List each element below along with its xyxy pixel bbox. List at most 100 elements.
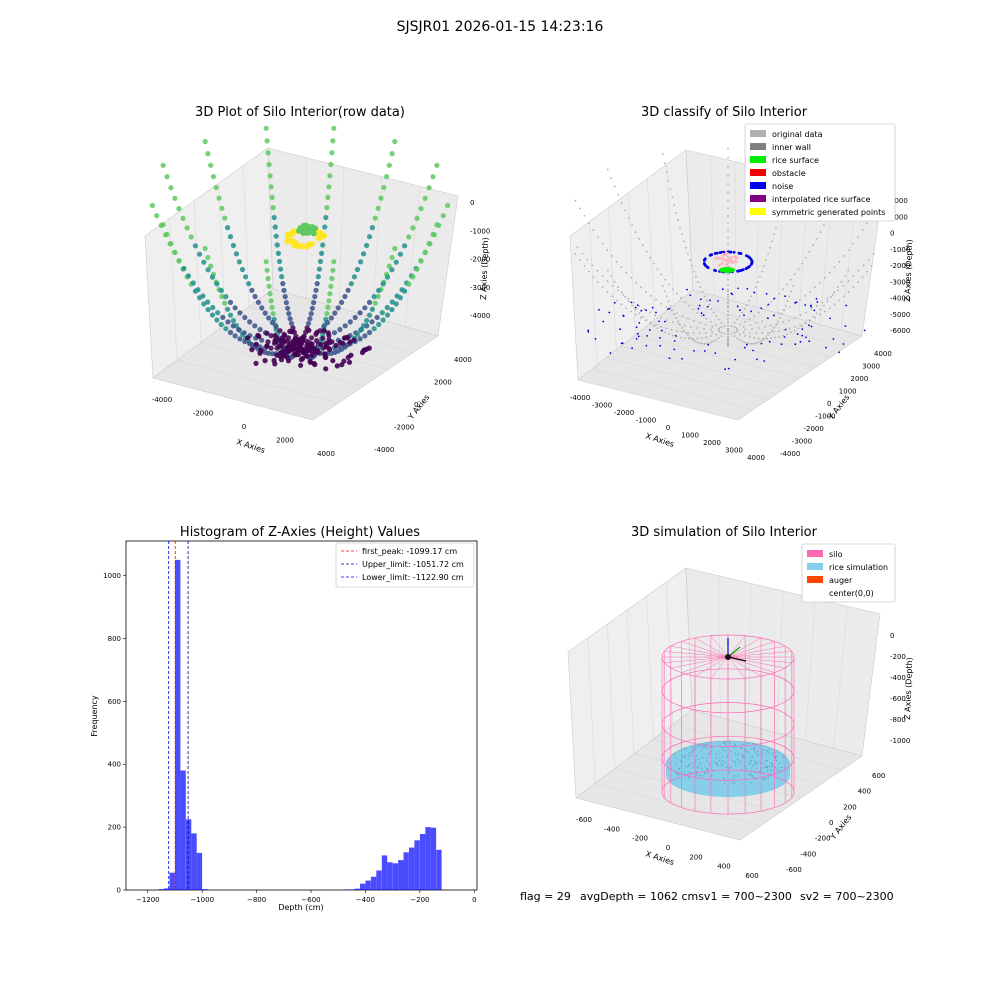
tick-label: 3000 [725, 447, 743, 455]
tick-label: 400 [858, 788, 871, 796]
histogram-bar [414, 840, 420, 890]
histogram-bar [185, 819, 192, 890]
footer-sv2: sv2 = 700~2300 [800, 890, 894, 903]
histogram-bar [158, 889, 165, 890]
tick-label: 600 [872, 772, 885, 780]
legend-label: inner wall [772, 143, 811, 152]
panel1-ylabel: Y Axies [406, 393, 432, 422]
tick-label: -400 [800, 850, 816, 858]
legend-label: symmetric generated points [772, 208, 885, 217]
legend-frame [801, 543, 896, 603]
x-tick-label: 0 [472, 896, 476, 904]
histogram-bar [343, 889, 350, 890]
legend-label: silo [829, 550, 843, 559]
legend-swatch [807, 576, 823, 583]
tick-label: -400 [604, 825, 620, 833]
histogram-bar [409, 847, 415, 890]
tick-label: -2000 [470, 256, 490, 264]
panel3-bars [158, 559, 442, 890]
tick-label: -200 [632, 835, 648, 843]
panel-raw-data: 3D Plot of Silo Interior(row data) -4000… [144, 105, 490, 458]
tick-label: 0 [890, 632, 894, 640]
legend-frame [744, 123, 896, 222]
tick-label: -4000 [890, 295, 910, 303]
panel2-xlabel: X Axies [644, 431, 675, 449]
panel2-points [574, 147, 875, 371]
histogram-bar [180, 770, 186, 890]
tick-label: 200 [689, 853, 702, 861]
tick-label: -1000 [815, 413, 835, 421]
legend-label: Upper_limit: -1051.72 cm [362, 560, 464, 569]
legend-frame [335, 542, 475, 588]
tick-label: 2000 [703, 439, 721, 447]
tick-label: -4000 [374, 446, 394, 454]
legend-label: interpolated rice surface [772, 195, 870, 204]
tick-label: 2000 [890, 197, 908, 205]
histogram-bar [387, 862, 393, 890]
tick-label: -600 [576, 816, 592, 824]
panel2-x-ticks: -4000-3000-2000-1000 0 1000 2000 3000 4000 [570, 394, 765, 462]
panel1-x-ticks: -4000 -2000 0 2000 4000 [152, 396, 335, 458]
x-tick-label: −400 [356, 896, 375, 904]
legend-swatch [750, 195, 766, 202]
legend-label: original data [772, 130, 823, 139]
legend-swatch [750, 182, 766, 189]
tick-label: -4000 [152, 396, 172, 404]
tick-label: -600 [890, 695, 906, 703]
histogram-bar [354, 888, 360, 890]
panel3-ylabel: Frequency [90, 695, 99, 737]
tick-label: 1000 [890, 213, 908, 221]
tick-label: -4000 [570, 394, 590, 402]
footer-avg-depth: avgDepth = 1062 cmsv1 = 700~2300 [580, 890, 792, 903]
tick-label: 2000 [434, 379, 452, 387]
tick-label: -1000 [890, 246, 910, 254]
panel2-title: 3D classify of Silo Interior [641, 105, 808, 120]
legend-swatch [750, 156, 766, 163]
tick-label: 0 [414, 401, 418, 409]
tick-label: 2000 [851, 375, 869, 383]
y-tick-label: 1000 [103, 572, 121, 580]
tick-label: -3000 [792, 438, 812, 446]
panel3-legend: first_peak: -1099.17 cm Upper_limit: -105… [335, 542, 475, 588]
panel4-z-ticks: 0 -200 -400 -600 -800 -1000 [890, 632, 910, 745]
y-tick-label: 400 [108, 761, 121, 769]
x-tick-label: −800 [247, 896, 266, 904]
tick-label: -5000 [890, 311, 910, 319]
y-tick-label: 800 [108, 635, 121, 643]
panel4-silo-wireframe [661, 634, 795, 815]
histogram-bar [365, 880, 371, 890]
legend-swatch [807, 550, 823, 557]
legend-label: noise [772, 182, 793, 191]
tick-label: -2000 [804, 425, 824, 433]
panel4-x-ticks: -600 -400 -200 0 200 400 600 [576, 816, 759, 880]
panel3-plot-frame [125, 540, 478, 891]
x-tick-label: −200 [410, 896, 429, 904]
panel2-z-ticks: 2000 1000 0 -1000 -2000 -3000 -4000 -5000 -6000 [890, 197, 910, 335]
legend-swatch [750, 143, 766, 150]
tick-label: -400 [890, 674, 906, 682]
tick-label: 0 [666, 424, 670, 432]
histogram-bar [349, 889, 355, 890]
tick-label: -6000 [890, 327, 910, 335]
histogram-bar [169, 872, 175, 890]
histogram-bar [381, 855, 388, 890]
histogram-bar [202, 889, 208, 890]
tick-label: -600 [786, 866, 802, 874]
tick-label: 0 [666, 844, 670, 852]
panel1-xlabel: X Axies [235, 437, 266, 455]
histogram-bar [376, 870, 382, 890]
panel1-y-ticks: -4000 -2000 0 2000 4000 [374, 356, 472, 454]
tick-label: 4000 [747, 454, 765, 462]
tick-label: 0 [890, 230, 894, 238]
tick-label: 4000 [317, 450, 335, 458]
tick-label: 600 [745, 872, 758, 880]
tick-label: -4000 [780, 450, 800, 458]
histogram-bar [425, 827, 431, 890]
legend-label: center(0,0) [829, 589, 874, 598]
panel4-title: 3D simulation of Silo Interior [631, 525, 818, 540]
tick-label: -4000 [470, 312, 490, 320]
suptitle: SJSJR01 2026-01-15 14:23:16 [397, 19, 604, 35]
panel-histogram: Histogram of Z-Axies (Height) Values −12… [90, 525, 478, 912]
legend-swatch [750, 169, 766, 176]
